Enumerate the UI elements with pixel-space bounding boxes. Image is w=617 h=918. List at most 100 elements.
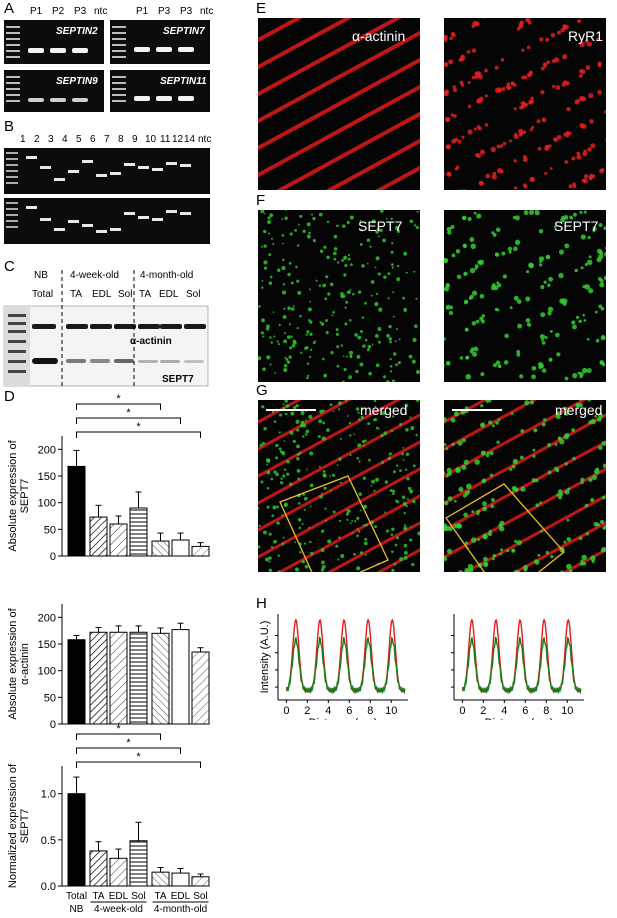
striation-dot [513, 186, 518, 190]
green-dot [391, 242, 394, 245]
green-dot [300, 410, 305, 416]
striation-dot [448, 195, 452, 199]
green-dot [516, 349, 521, 354]
striation-dot [576, 151, 581, 156]
green-dot [539, 501, 543, 505]
green-dot [474, 264, 479, 269]
green-dot [278, 431, 281, 434]
green-dot [600, 306, 605, 311]
x-axis-label: Distance (µm) [309, 717, 378, 720]
green-dot [359, 362, 364, 367]
green-dot [544, 336, 548, 340]
green-dot [491, 498, 495, 502]
label-merged-left: merged [360, 402, 408, 418]
green-dot [273, 539, 277, 544]
green-dot [423, 294, 427, 298]
group-label-4week: 4-week-old [70, 270, 119, 281]
intensity-profiles: 0 2 4 6 8 10 Distance (µm) Intensity (A.U.) 0 2 4… [259, 614, 584, 720]
green-dot [435, 176, 440, 181]
green-dot [403, 307, 407, 312]
green-dot [283, 307, 286, 310]
green-dot [322, 469, 326, 473]
green-dot [299, 214, 303, 218]
bar [191, 876, 210, 887]
green-dot [607, 247, 610, 250]
green-dot [407, 486, 412, 491]
green-dot [482, 506, 487, 512]
striation-dot [427, 102, 431, 106]
green-dot [609, 140, 610, 144]
green-dot [426, 348, 431, 353]
green-dot [411, 359, 416, 364]
green-dot [366, 238, 371, 243]
green-dot [280, 481, 284, 485]
striation-dot [513, 133, 519, 139]
green-dot [392, 291, 395, 294]
striation-dot [546, 60, 551, 65]
green-dot [396, 464, 399, 467]
green-dot [310, 348, 313, 351]
green-dot [378, 340, 381, 344]
label-alpha-actinin: α-actinin [352, 28, 406, 44]
green-dot [550, 387, 553, 390]
green-dot [303, 508, 306, 511]
green-dot [415, 369, 420, 375]
green-dot [556, 390, 559, 393]
x-tick-label: 4 [325, 705, 331, 717]
green-dot [302, 493, 306, 496]
striation-dot [528, 99, 533, 105]
striation-dot [430, 234, 435, 239]
y-tick-label: 0 [50, 719, 56, 731]
green-dot [346, 509, 351, 514]
green-dot [326, 220, 330, 224]
green-dot [272, 242, 275, 245]
striation-dot [423, 321, 427, 325]
green-dot [572, 324, 577, 330]
green-dot [461, 438, 466, 443]
green-dot [579, 210, 583, 215]
green-dot [427, 564, 430, 567]
green-dot [415, 434, 418, 437]
green-dot [451, 386, 455, 390]
green-dot [335, 332, 339, 336]
green-dot [338, 401, 342, 406]
green-dot [571, 320, 576, 325]
green-dot [354, 520, 357, 523]
striation-dot [536, 119, 541, 124]
green-dot [340, 344, 343, 347]
green-dot [431, 394, 436, 399]
green-dot [283, 364, 288, 368]
green-dot [550, 554, 554, 559]
green-dot [572, 372, 578, 379]
green-dot [297, 477, 301, 481]
green-dot [427, 267, 431, 271]
green-dot [531, 478, 537, 483]
green-dot [309, 332, 313, 336]
green-dot [557, 489, 563, 494]
green-dot [405, 505, 408, 508]
striation-dot [444, 172, 445, 176]
green-dot [374, 302, 379, 307]
green-dot [587, 235, 591, 240]
striation-dot [556, 30, 561, 35]
striation-dot [433, 286, 437, 290]
green-dot [570, 216, 574, 220]
green-dot [312, 238, 316, 243]
green-dot [392, 379, 395, 382]
green-dot [359, 509, 362, 512]
green-dot [609, 331, 610, 335]
green-dot [424, 155, 429, 160]
green-dot [340, 291, 344, 296]
green-dot [520, 486, 526, 492]
green-dot [381, 460, 385, 464]
striation-dot [531, 205, 535, 209]
panel-label-d: D [4, 388, 15, 405]
green-dot [598, 304, 603, 309]
green-dot [361, 439, 366, 444]
green-dot [508, 250, 512, 254]
striation-dot [437, 364, 441, 368]
striation [258, 467, 420, 559]
green-dot [310, 551, 314, 556]
green-dot [335, 328, 339, 332]
green-dot [266, 463, 269, 466]
